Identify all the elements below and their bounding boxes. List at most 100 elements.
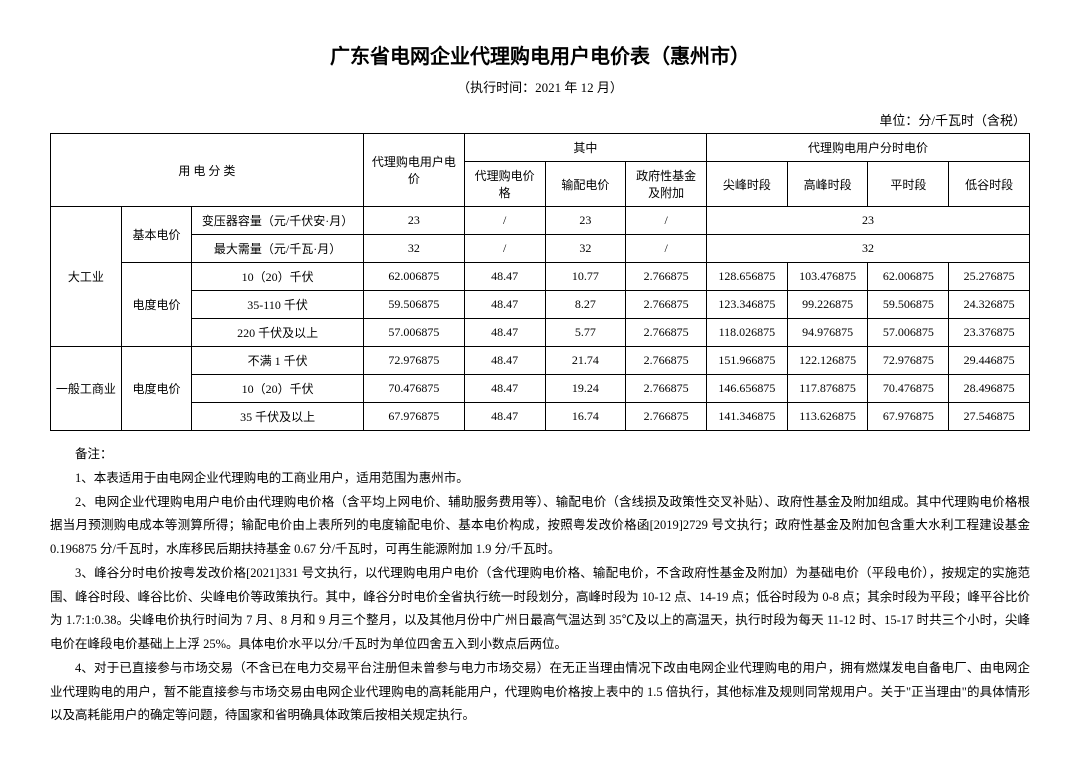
cell-name: 变压器容量（元/千伏安·月）: [192, 207, 364, 235]
cell: 118.026875: [706, 319, 787, 347]
cell: 23: [545, 207, 626, 235]
cell: 122.126875: [787, 347, 868, 375]
cell: 10.77: [545, 263, 626, 291]
header-tod: 代理购电用户分时电价: [706, 134, 1029, 162]
cell: 23: [706, 207, 1029, 235]
table-row: 10（20）千伏 70.476875 48.47 19.24 2.766875 …: [51, 375, 1030, 403]
cell: 2.766875: [626, 347, 707, 375]
cell: 48.47: [464, 291, 545, 319]
cell-name: 35 千伏及以上: [192, 403, 364, 431]
cell: 70.476875: [868, 375, 949, 403]
table-row: 220 千伏及以上 57.006875 48.47 5.77 2.766875 …: [51, 319, 1030, 347]
cell: 23: [363, 207, 464, 235]
cell: 113.626875: [787, 403, 868, 431]
cell-name: 最大需量（元/千瓦·月）: [192, 235, 364, 263]
cell: 16.74: [545, 403, 626, 431]
cell: 94.976875: [787, 319, 868, 347]
header-sub1: 代理购电价格: [464, 162, 545, 207]
table-row: 35 千伏及以上 67.976875 48.47 16.74 2.766875 …: [51, 403, 1030, 431]
cell: 57.006875: [363, 319, 464, 347]
note-3: 3、峰谷分时电价按粤发改价格[2021]331 号文执行，以代理购电用户电价（含…: [50, 562, 1030, 657]
cell: 19.24: [545, 375, 626, 403]
cell: 67.976875: [868, 403, 949, 431]
cell: 48.47: [464, 319, 545, 347]
notes-head: 备注：: [50, 443, 1030, 467]
page-subtitle: （执行时间：2021 年 12 月）: [50, 77, 1030, 96]
note-4: 4、对于已直接参与市场交易（不含已在电力交易平台注册但未曾参与电力市场交易）在无…: [50, 657, 1030, 728]
note-1: 1、本表适用于由电网企业代理购电的工商业用户，适用范围为惠州市。: [50, 467, 1030, 491]
cell: 72.976875: [363, 347, 464, 375]
cell: 48.47: [464, 375, 545, 403]
cell: 103.476875: [787, 263, 868, 291]
cell: 128.656875: [706, 263, 787, 291]
header-sub3: 政府性基金及附加: [626, 162, 707, 207]
unit-label: 单位：分/千瓦时（含税）: [50, 110, 1030, 129]
header-sub2: 输配电价: [545, 162, 626, 207]
header-among: 其中: [464, 134, 706, 162]
cell: 123.346875: [706, 291, 787, 319]
page-title: 广东省电网企业代理购电用户电价表（惠州市）: [50, 40, 1030, 69]
price-table: 用 电 分 类 代理购电用户电价 其中 代理购电用户分时电价 代理购电价格 输配…: [50, 133, 1030, 431]
cell: 151.966875: [706, 347, 787, 375]
cell: /: [464, 207, 545, 235]
cell: 62.006875: [363, 263, 464, 291]
table-row: 最大需量（元/千瓦·月） 32 / 32 / 32: [51, 235, 1030, 263]
cell: 8.27: [545, 291, 626, 319]
cell: 25.276875: [949, 263, 1030, 291]
cell: 72.976875: [868, 347, 949, 375]
header-valley: 低谷时段: [949, 162, 1030, 207]
cell-name: 220 千伏及以上: [192, 319, 364, 347]
table-row: 电度电价 10（20）千伏 62.006875 48.47 10.77 2.76…: [51, 263, 1030, 291]
cell-name: 不满 1 千伏: [192, 347, 364, 375]
table-row: 35-110 千伏 59.506875 48.47 8.27 2.766875 …: [51, 291, 1030, 319]
cell: 48.47: [464, 263, 545, 291]
cell: 2.766875: [626, 319, 707, 347]
cell: 62.006875: [868, 263, 949, 291]
header-flat: 平时段: [868, 162, 949, 207]
note-2: 2、电网企业代理购电用户电价由代理购电价格（含平均上网电价、辅助服务费用等）、输…: [50, 491, 1030, 562]
cell: 21.74: [545, 347, 626, 375]
cell: 32: [706, 235, 1029, 263]
cell: 67.976875: [363, 403, 464, 431]
cell: 32: [363, 235, 464, 263]
cell: 32: [545, 235, 626, 263]
table-row: 大工业 基本电价 变压器容量（元/千伏安·月） 23 / 23 / 23: [51, 207, 1030, 235]
cell-name: 10（20）千伏: [192, 375, 364, 403]
cell: 28.496875: [949, 375, 1030, 403]
header-row-1: 用 电 分 类 代理购电用户电价 其中 代理购电用户分时电价: [51, 134, 1030, 162]
cell: 57.006875: [868, 319, 949, 347]
cell: 70.476875: [363, 375, 464, 403]
cell: /: [626, 207, 707, 235]
cell: 2.766875: [626, 263, 707, 291]
cell: 59.506875: [868, 291, 949, 319]
cell: 23.376875: [949, 319, 1030, 347]
cell: 2.766875: [626, 291, 707, 319]
group-energy: 电度电价: [121, 263, 192, 347]
cell: /: [464, 235, 545, 263]
cell: 146.656875: [706, 375, 787, 403]
group-commercial: 一般工商业: [51, 347, 122, 431]
cell: 141.346875: [706, 403, 787, 431]
header-peak: 尖峰时段: [706, 162, 787, 207]
cell: 99.226875: [787, 291, 868, 319]
notes-section: 备注： 1、本表适用于由电网企业代理购电的工商业用户，适用范围为惠州市。 2、电…: [50, 443, 1030, 728]
cell: 2.766875: [626, 375, 707, 403]
cell: 27.546875: [949, 403, 1030, 431]
cell: 2.766875: [626, 403, 707, 431]
cell-name: 10（20）千伏: [192, 263, 364, 291]
group-energy: 电度电价: [121, 347, 192, 431]
group-basic: 基本电价: [121, 207, 192, 263]
header-category: 用 电 分 类: [51, 134, 364, 207]
cell: 48.47: [464, 347, 545, 375]
table-row: 一般工商业 电度电价 不满 1 千伏 72.976875 48.47 21.74…: [51, 347, 1030, 375]
cell: /: [626, 235, 707, 263]
header-high: 高峰时段: [787, 162, 868, 207]
cell: 5.77: [545, 319, 626, 347]
cell: 59.506875: [363, 291, 464, 319]
header-agent-price: 代理购电用户电价: [363, 134, 464, 207]
cell: 48.47: [464, 403, 545, 431]
cell-name: 35-110 千伏: [192, 291, 364, 319]
group-large-industry: 大工业: [51, 207, 122, 347]
cell: 117.876875: [787, 375, 868, 403]
cell: 29.446875: [949, 347, 1030, 375]
